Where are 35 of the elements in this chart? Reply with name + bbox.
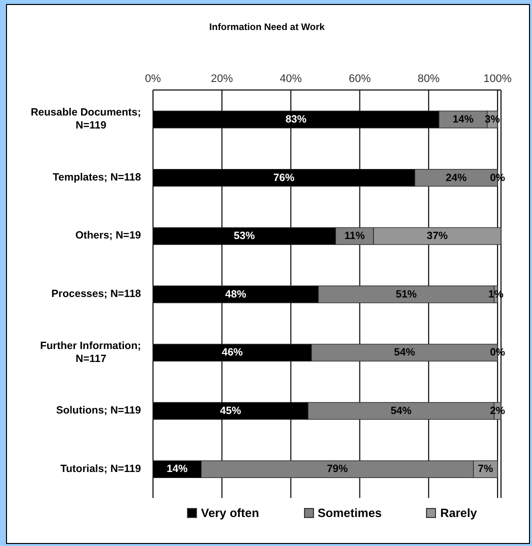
data-label: 24% <box>446 172 468 184</box>
data-label: 0% <box>490 346 506 359</box>
x-tick-label: 80% <box>418 73 440 85</box>
x-tick-label: 20% <box>210 73 234 85</box>
data-label: 37% <box>426 230 448 242</box>
data-label: 0% <box>490 172 506 184</box>
y-tick-label: Reusable Documents; N=119 <box>30 106 141 132</box>
data-label: 7% <box>478 463 494 476</box>
data-label: 14% <box>452 114 474 126</box>
data-label: 54% <box>394 346 416 359</box>
chart-title: Information Need at Work <box>208 22 326 33</box>
data-label: 14% <box>166 463 188 476</box>
y-tick-label: Further Information; N=117 <box>40 340 141 365</box>
data-label: 48% <box>225 288 247 300</box>
legend-label: Very often <box>201 506 260 520</box>
data-label: 11% <box>344 230 366 242</box>
x-tick-label: 100% <box>483 73 512 85</box>
data-label: 79% <box>326 463 349 476</box>
data-label: 53% <box>234 230 256 242</box>
data-label: 83% <box>285 114 308 126</box>
y-tick-label: Tutorials; N=119 <box>60 462 142 475</box>
data-label: 54% <box>390 404 412 417</box>
legend-label: Sometimes <box>318 506 382 520</box>
y-tick-label: Solutions; N=119 <box>56 404 142 417</box>
y-tick-label: Processes; N=118 <box>51 288 142 300</box>
legend-label: Rarely <box>440 506 477 520</box>
data-label: 45% <box>220 404 242 417</box>
data-label: 76% <box>273 172 296 184</box>
x-tick-label: 0% <box>145 73 162 85</box>
x-tick-label: 60% <box>348 73 371 85</box>
data-label: 51% <box>396 288 418 300</box>
y-tick-label: Others; N=19 <box>75 230 142 242</box>
data-label: 46% <box>222 346 244 359</box>
y-tick-label: Templates; N=118 <box>52 171 142 184</box>
x-tick-label: 40% <box>280 73 302 85</box>
